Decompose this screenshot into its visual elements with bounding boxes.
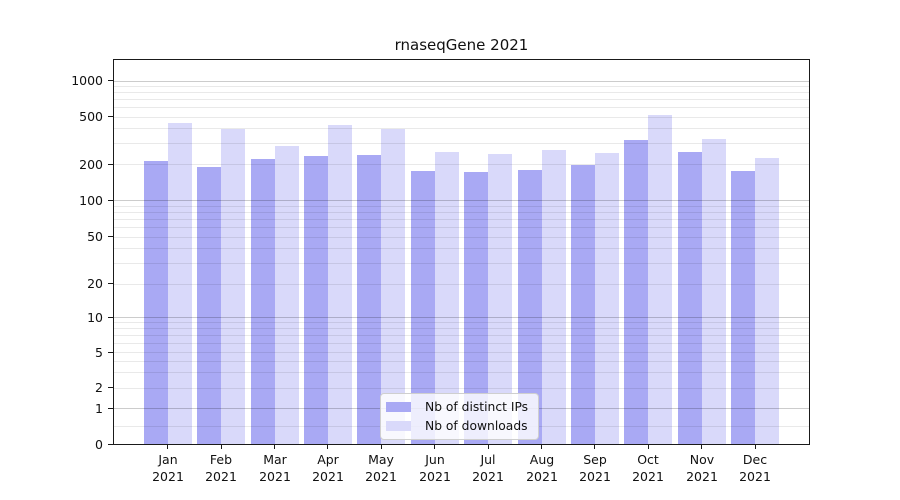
x-tick-mark (701, 445, 702, 449)
bar-distinct-ips-may (357, 155, 382, 444)
y-tick-mark (108, 116, 113, 117)
bar-distinct-ips-mar (250, 159, 275, 444)
bar-downloads-aug (541, 150, 566, 444)
y-tick-label: 10 (87, 310, 103, 325)
legend-swatch-distinct-ips (386, 402, 411, 412)
legend: Nb of distinct IPs Nb of downloads (380, 393, 540, 440)
bar-distinct-ips-apr (303, 156, 328, 444)
y-tick-label: 20 (87, 276, 103, 291)
x-tick-mark (274, 445, 275, 449)
x-tick-mark (434, 445, 435, 449)
y-tick-mark (108, 164, 113, 165)
x-tick-mark (167, 445, 168, 449)
plot-area (113, 59, 810, 445)
legend-item-distinct-ips: Nb of distinct IPs (386, 399, 528, 415)
y-tick-label: 100 (79, 193, 103, 208)
x-tick-label: Oct 2021 (632, 452, 664, 484)
bar-distinct-ips-nov (677, 152, 702, 444)
y-tick-mark (108, 236, 113, 237)
y-tick-label: 200 (79, 157, 103, 172)
x-tick-mark (541, 445, 542, 449)
bar-distinct-ips-oct (624, 140, 649, 444)
y-tick-label: 5 (95, 345, 103, 360)
y-tick-mark (108, 317, 113, 318)
bar-downloads-dec (755, 158, 780, 444)
y-tick-mark (108, 283, 113, 284)
x-tick-mark (488, 445, 489, 449)
x-tick-label: Jul 2021 (472, 452, 504, 484)
y-tick-mark (108, 352, 113, 353)
bar-distinct-ips-sep (570, 165, 595, 444)
y-tick-label: 50 (87, 229, 103, 244)
x-tick-mark (594, 445, 595, 449)
y-tick-mark (108, 80, 113, 81)
y-tick-mark (108, 408, 113, 409)
bar-downloads-nov (701, 139, 726, 444)
x-tick-mark (221, 445, 222, 449)
x-tick-label: Aug 2021 (526, 452, 558, 484)
y-tick-label: 2 (95, 380, 103, 395)
legend-label-distinct-ips: Nb of distinct IPs (425, 400, 529, 414)
y-tick-label: 500 (79, 109, 103, 124)
bar-distinct-ips-dec (731, 171, 756, 444)
y-tick-mark (108, 444, 113, 445)
legend-swatch-downloads (386, 421, 411, 431)
bar-distinct-ips-feb (197, 167, 222, 444)
x-tick-mark (381, 445, 382, 449)
x-tick-mark (755, 445, 756, 449)
chart-title: rnaseqGene 2021 (394, 36, 529, 54)
bar-downloads-may (381, 129, 406, 444)
x-tick-label: Feb 2021 (205, 452, 237, 484)
bar-downloads-jan (167, 123, 192, 444)
x-tick-mark (327, 445, 328, 449)
y-tick-mark (108, 200, 113, 201)
y-tick-label: 1000 (71, 73, 103, 88)
bar-downloads-oct (648, 115, 673, 444)
y-tick-label: 0 (95, 437, 103, 452)
legend-item-downloads: Nb of downloads (386, 418, 528, 434)
bar-downloads-feb (221, 129, 246, 444)
x-tick-label: Sep 2021 (579, 452, 611, 484)
bars-layer (114, 60, 809, 444)
x-tick-label: Jan 2021 (152, 452, 184, 484)
y-tick-label: 1 (95, 401, 103, 416)
bar-downloads-mar (274, 146, 299, 444)
x-tick-label: Mar 2021 (259, 452, 291, 484)
x-tick-mark (648, 445, 649, 449)
bar-downloads-apr (327, 125, 352, 444)
x-tick-label: Nov 2021 (686, 452, 718, 484)
x-tick-label: Jun 2021 (419, 452, 451, 484)
x-tick-label: Dec 2021 (739, 452, 771, 484)
bar-downloads-sep (594, 153, 619, 444)
x-tick-label: Apr 2021 (312, 452, 344, 484)
legend-label-downloads: Nb of downloads (425, 419, 528, 433)
bar-distinct-ips-jan (143, 161, 168, 444)
y-tick-mark (108, 387, 113, 388)
x-tick-label: May 2021 (365, 452, 397, 484)
